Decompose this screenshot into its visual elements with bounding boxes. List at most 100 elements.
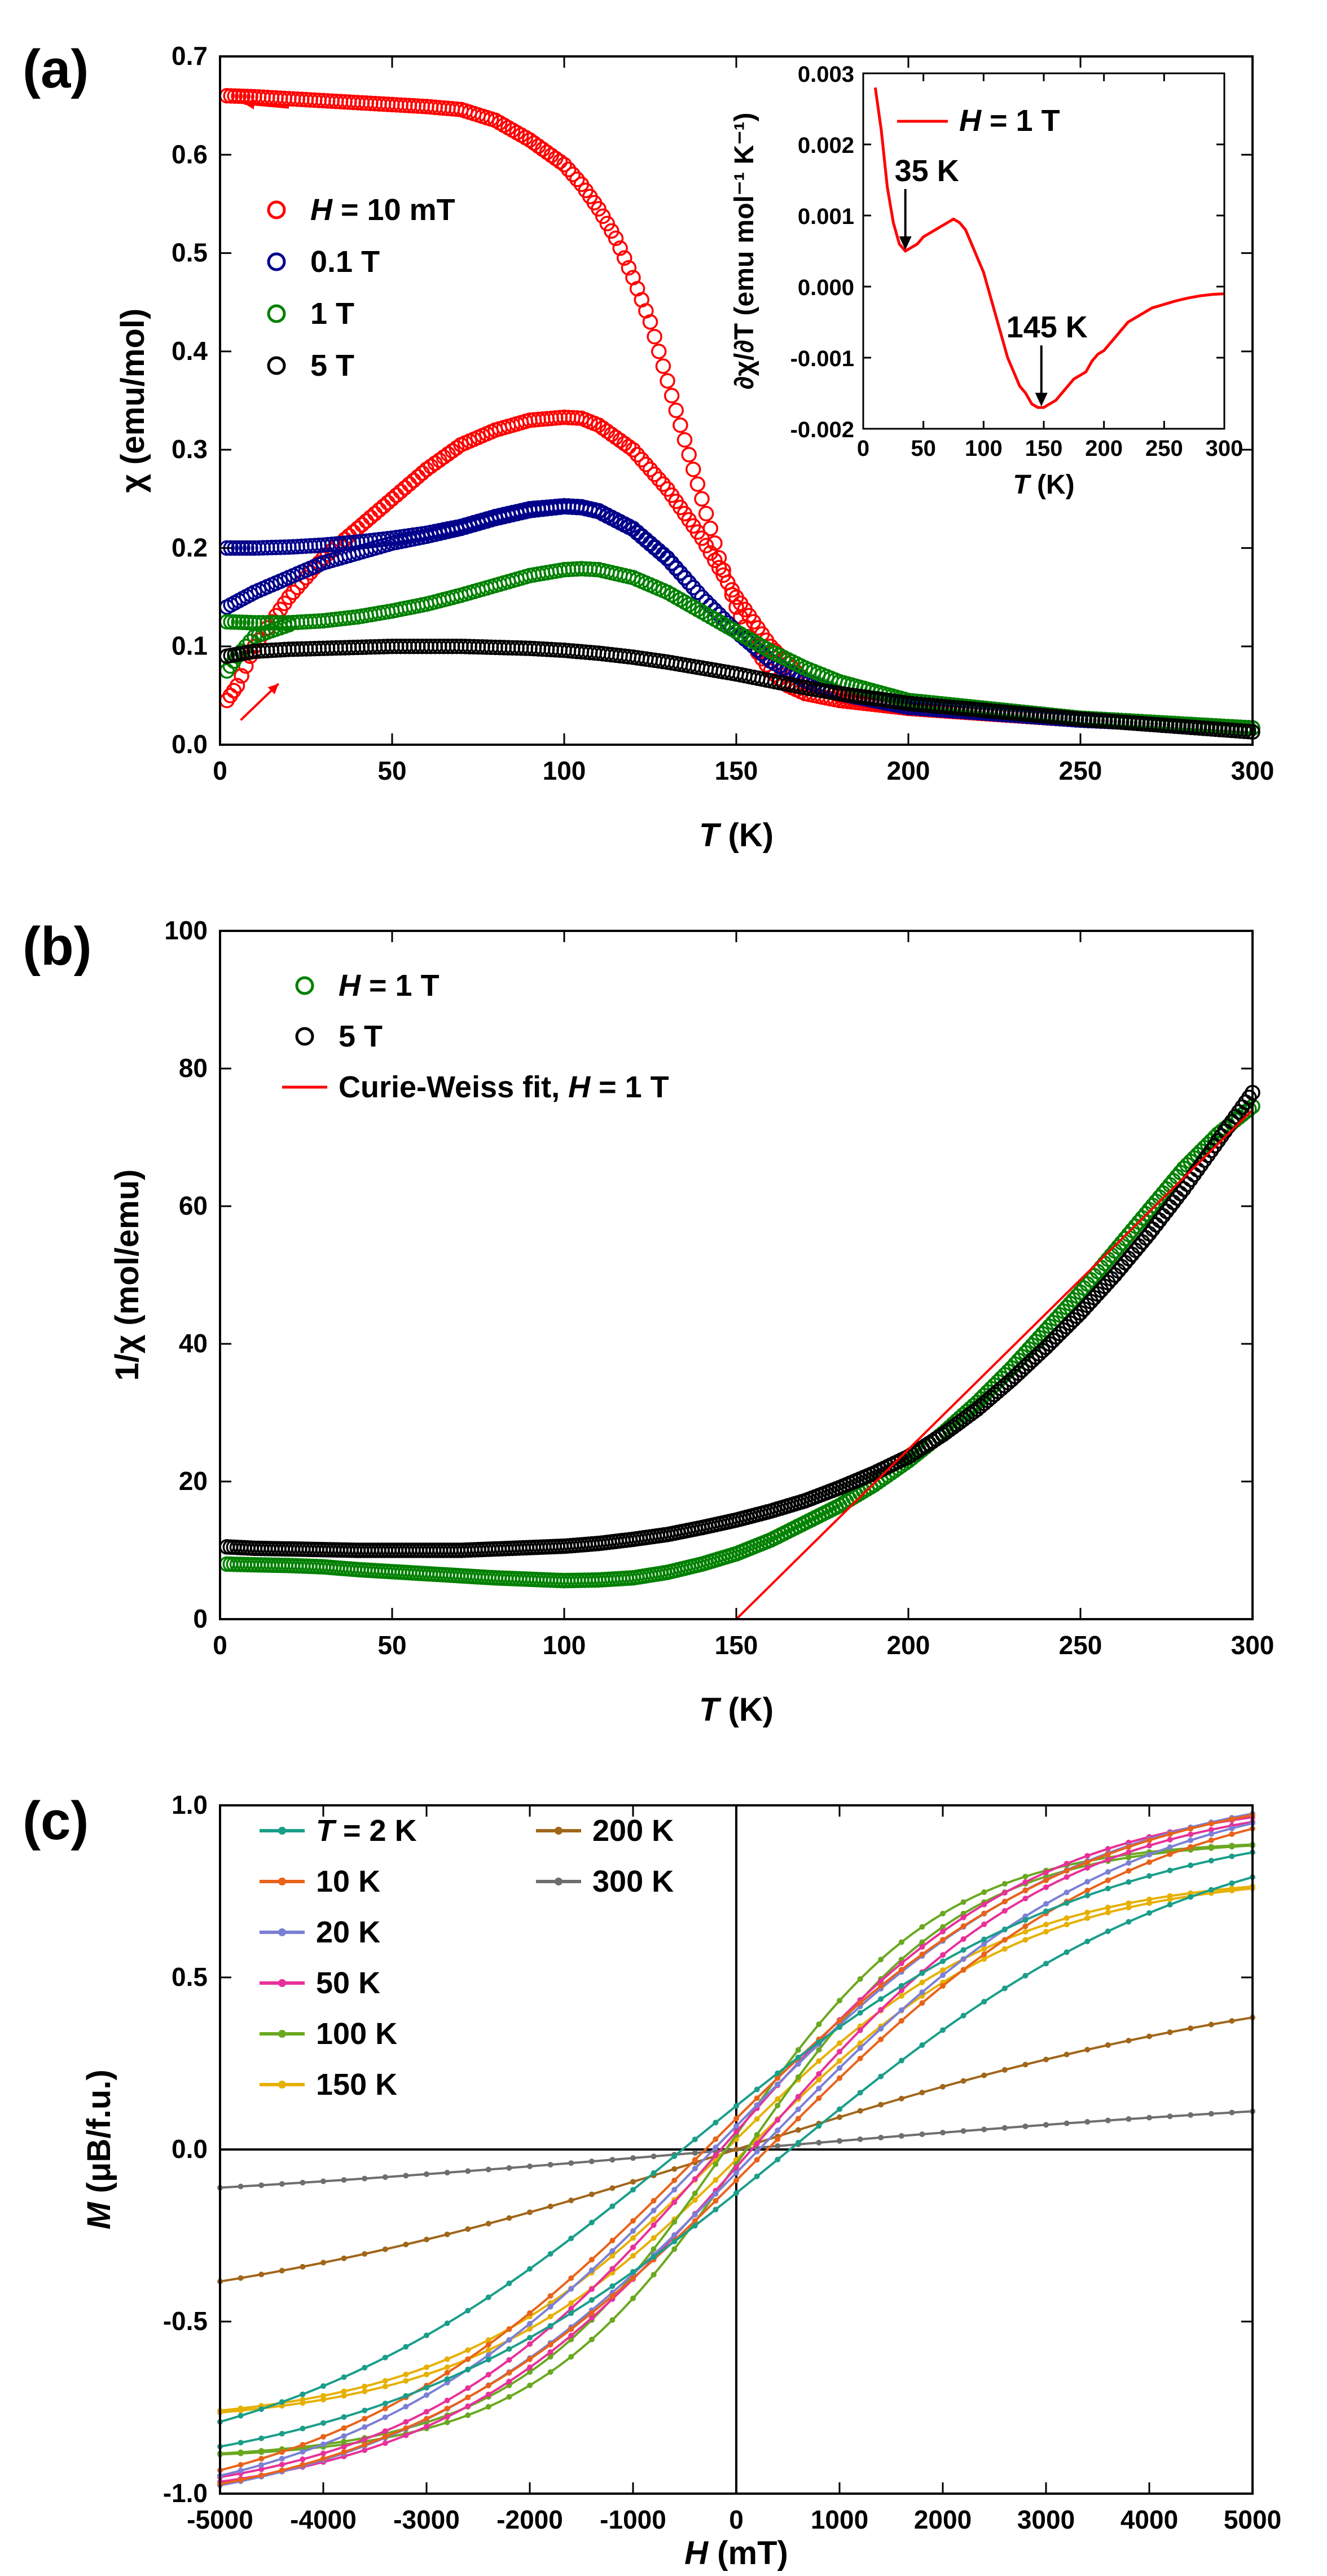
data-point [692,2190,698,2196]
data-point [238,2275,244,2281]
data-point [1105,1877,1111,1883]
inset-data [873,87,1225,409]
data-point [608,230,624,247]
data-point [588,2257,595,2263]
data-point [1084,1909,1091,1915]
data-point [527,2163,533,2169]
data-point [692,2150,698,2156]
x-tick-label: 200 [1085,436,1123,461]
data-point [609,2248,616,2254]
data-point [362,2384,368,2390]
data-point [981,1910,987,1916]
data-point [300,2179,306,2186]
data-point [1001,2125,1008,2131]
x-tick-label: 0 [729,2505,744,2534]
panel-b-axes: 0 50 100 150 200 250 300 0 20 40 60 80 100 [164,916,1274,1660]
data-point [320,2383,326,2389]
data-point [651,2246,657,2252]
inset-background [863,73,1224,429]
legend-point-marker [555,1878,563,1885]
x-tick-label: -2000 [496,2505,563,2534]
data-point [1001,1898,1008,1905]
data-point [1208,1837,1214,1843]
data-point [1084,1938,1091,1945]
data-point [692,2137,698,2143]
data-point [655,547,671,563]
data-point [919,1944,925,1950]
data-point [733,2129,739,2135]
panel-c-chart: (c) -5000 -4000 -3000 -2000 -1000 0 1000 2000 30… [23,1790,1281,2571]
data-point [341,2388,347,2394]
data-point [754,2131,760,2138]
data-point [547,2161,553,2168]
data-point [1001,1985,1008,1992]
data-point [686,461,701,477]
data-point [547,2354,553,2360]
data-point [1229,1880,1235,1887]
data-point [506,2215,512,2221]
data-point [857,2090,863,2096]
data-point [1167,1867,1173,1874]
data-point [588,2267,595,2274]
panel-b-legend: H = 1 T 5 T Curie-Weiss fit, H = 1 T [282,969,669,1104]
data-point [238,2439,244,2446]
data-point [754,2116,760,2122]
data-point [878,1983,884,1989]
data-point [1001,1889,1008,1896]
data-point [401,476,418,492]
panel-c-label: (c) [23,1791,89,1851]
x-tick-label: -3000 [393,2505,460,2534]
data-point [733,2123,739,2129]
data-point [676,432,693,448]
annotation-arrowhead [1035,393,1048,407]
data-point [919,1924,925,1930]
y-tick-label: 0.2 [172,533,208,562]
annotation-label: 145 K [1007,310,1088,344]
data-point [1155,1208,1171,1224]
data-point [857,2027,863,2033]
data-point [465,2367,471,2373]
data-point [898,1967,904,1973]
data-point [380,495,396,511]
data-point [449,440,465,456]
data-point [1169,1190,1185,1206]
series-6 [219,638,1260,740]
data-point [300,2391,306,2397]
data-point [300,2425,306,2432]
data-point [1146,1859,1152,1865]
data-point [485,2382,491,2389]
data-point [1105,1928,1111,1935]
data-point [588,2159,595,2165]
panel-a-inset: 0 50 100 150 200 250 300 -0.002 -0.001 0.000 0.001… [730,62,1243,500]
data-point [981,2126,987,2133]
data-point [1167,1844,1173,1850]
legend-circle-marker [295,976,314,995]
data-point [671,2246,678,2252]
data-point [630,2253,636,2259]
data-point [1208,1821,1214,1827]
data-point [671,2187,678,2193]
data-point [547,2341,553,2348]
data-point [837,2065,842,2071]
data-point [625,442,641,458]
data-point [444,2419,450,2425]
data-point [651,2271,657,2278]
data-point [816,2139,822,2146]
data-point [258,2456,265,2462]
data-point [382,2246,388,2252]
x-tick-label: 100 [965,436,1003,461]
data-point [1022,1874,1029,1880]
data-point [382,2428,388,2434]
x-tick-label: 50 [377,1630,406,1660]
data-point [694,530,710,546]
data-point [630,2295,636,2301]
data-point [358,513,374,529]
data-point [816,2077,822,2083]
data-point [960,1936,966,1942]
data-point [621,438,637,455]
x-tick-label: 250 [1145,436,1183,461]
legend-var: H [959,104,982,138]
data-point [702,545,718,561]
data-point [898,2017,904,2024]
data-point [1208,2021,1214,2028]
